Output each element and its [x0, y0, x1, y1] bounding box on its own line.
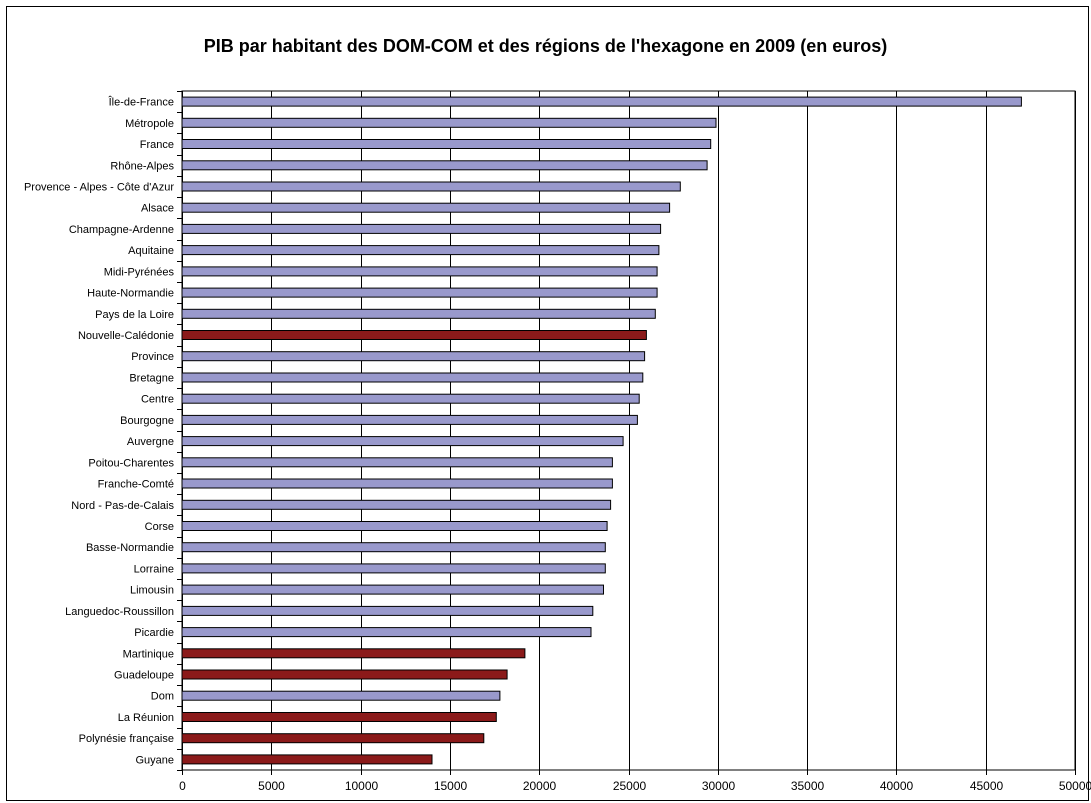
- category-label: Bourgogne: [120, 415, 174, 427]
- category-label: Pays de la Loire: [95, 309, 174, 321]
- bar: [181, 160, 708, 171]
- category-labels: Île-de-France Métropole France Rhône-Alpes P…: [24, 96, 175, 767]
- bar: [181, 542, 606, 553]
- category-label: Poitou-Charentes: [88, 457, 174, 469]
- chart-title: PIB par habitant des DOM-COM et des régi…: [203, 36, 888, 56]
- x-tick-label: 25000: [613, 779, 647, 793]
- bar: [181, 245, 660, 256]
- bar: [181, 436, 624, 447]
- category-label: Basse-Normandie: [86, 542, 174, 554]
- bar: [181, 457, 613, 468]
- x-tick-label: 5000: [258, 779, 285, 793]
- x-tick-label: 35000: [791, 779, 825, 793]
- bar: [181, 733, 485, 744]
- bar: [181, 521, 608, 531]
- category-label: Métropole: [125, 118, 174, 130]
- category-label: Martinique: [123, 648, 174, 660]
- x-tick-label: 15000: [434, 779, 468, 793]
- category-label: Dom: [151, 691, 174, 703]
- category-label: Île-de-France: [108, 96, 174, 109]
- bar: [181, 605, 594, 616]
- plot-area: [181, 90, 1076, 771]
- category-label: Province: [131, 351, 174, 363]
- category-label: Languedoc-Roussillon: [65, 606, 174, 618]
- bar: [181, 372, 644, 383]
- bar: [181, 669, 508, 680]
- bar: [181, 287, 658, 298]
- category-label: Haute-Normandie: [87, 288, 174, 300]
- category-label: Nord - Pas-de-Calais: [71, 500, 174, 512]
- category-label: France: [140, 139, 174, 151]
- category-label: Corse: [145, 521, 174, 533]
- x-tick-label: 50000: [1059, 779, 1091, 793]
- bar: [181, 351, 646, 362]
- bar: [181, 414, 638, 425]
- x-tick-label: 40000: [880, 779, 914, 793]
- bar: [181, 648, 526, 659]
- x-tick-label: 45000: [970, 779, 1004, 793]
- category-label: Centre: [141, 394, 174, 406]
- x-tick-label: 30000: [702, 779, 736, 793]
- category-label: Provence - Alpes - Côte d'Azur: [24, 182, 174, 194]
- x-tick-label: 0: [179, 779, 186, 793]
- bars: [181, 96, 1022, 765]
- category-label: Polynésie française: [79, 733, 174, 745]
- category-label: Guyane: [135, 754, 174, 766]
- category-label: Picardie: [134, 627, 174, 639]
- x-axis-ticks: 0 5000 10000 15000 20000 25000 30000 35000 40000…: [177, 91, 1091, 793]
- bar: [181, 584, 604, 595]
- bar: [181, 330, 647, 340]
- category-label: Bretagne: [129, 373, 174, 385]
- category-label: Franche-Comté: [98, 479, 174, 491]
- bar: [181, 712, 497, 722]
- bar: [181, 499, 612, 510]
- bar: [181, 96, 1022, 107]
- bar: [181, 393, 640, 404]
- bar: [181, 181, 681, 192]
- bar: [181, 754, 433, 765]
- x-tick-label: 10000: [345, 779, 379, 793]
- category-label: Rhône-Alpes: [110, 160, 174, 172]
- category-label: Lorraine: [134, 563, 174, 575]
- bar: [181, 308, 656, 319]
- category-label: Aquitaine: [128, 245, 174, 257]
- bar: [181, 202, 671, 213]
- category-label: Limousin: [130, 585, 174, 597]
- bar: [181, 690, 501, 701]
- category-label: Alsace: [141, 203, 174, 215]
- bar: [181, 139, 712, 149]
- bar: [181, 563, 606, 574]
- bar: [181, 627, 592, 638]
- bar: [181, 117, 717, 128]
- x-tick-label: 20000: [523, 779, 557, 793]
- bar: [181, 478, 613, 489]
- category-label: Auvergne: [127, 436, 174, 448]
- bar: [181, 223, 662, 234]
- category-label: Nouvelle-Calédonie: [78, 330, 174, 342]
- category-label: Guadeloupe: [114, 670, 174, 682]
- category-label: Midi-Pyrénées: [104, 266, 175, 278]
- category-label: La Réunion: [118, 712, 174, 724]
- bar: [181, 266, 658, 277]
- category-label: Champagne-Ardenne: [69, 224, 174, 236]
- gridlines: [181, 90, 1076, 771]
